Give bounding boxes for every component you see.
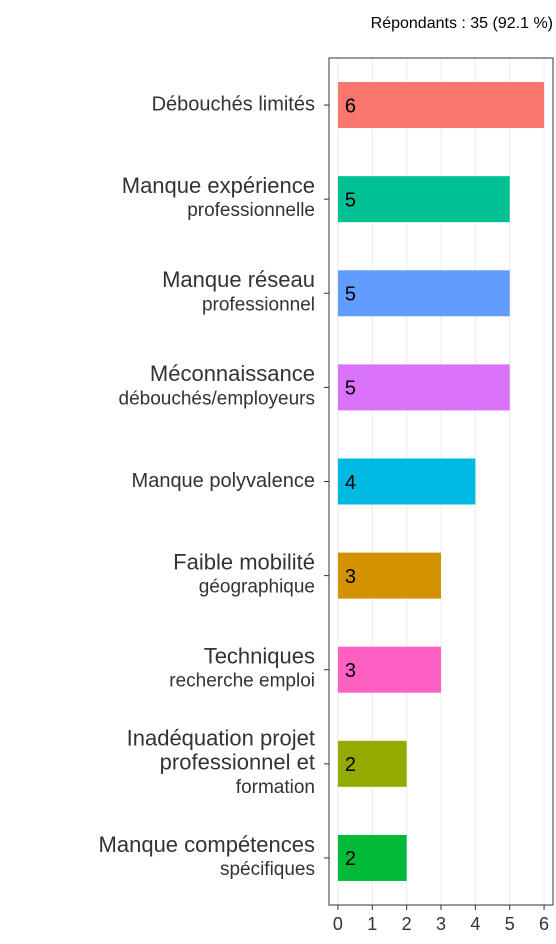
value-label: 2 [345, 848, 356, 870]
y-tick-label: professionnel [202, 294, 315, 315]
y-tick-label: recherche emploi [169, 671, 315, 692]
y-tick-label: Méconnaissance [150, 361, 315, 386]
y-tick-label: Manque expérience [122, 173, 315, 198]
x-tick-label: 4 [470, 914, 480, 934]
y-tick-label: professionnel et [160, 750, 315, 775]
bar [337, 82, 545, 129]
bar [337, 458, 476, 505]
x-tick-label: 1 [367, 914, 377, 934]
y-tick-label: géographique [199, 577, 315, 598]
y-tick-label: débouchés/employeurs [119, 388, 315, 409]
x-tick-label: 3 [436, 914, 446, 934]
value-label: 5 [345, 189, 356, 211]
value-label: 5 [345, 284, 356, 306]
value-label: 6 [345, 95, 356, 117]
x-tick-label: 0 [333, 914, 343, 934]
y-tick-label: Manque polyvalence [132, 470, 315, 492]
value-label: 5 [345, 378, 356, 400]
y-tick-label: Manque compétences [99, 832, 315, 857]
y-tick-label: formation [236, 777, 315, 798]
bar [337, 270, 510, 317]
bar [337, 176, 510, 223]
y-tick-label: Manque réseau [162, 267, 315, 292]
value-label: 3 [345, 660, 356, 682]
x-tick-label: 2 [402, 914, 412, 934]
subtitle: Répondants : 35 (92.1 %) [371, 15, 553, 32]
value-label: 2 [345, 754, 356, 776]
y-tick-label: Faible mobilité [173, 549, 315, 574]
y-tick-label: Inadéquation projet [127, 726, 315, 751]
bar [337, 834, 407, 881]
value-label: 4 [345, 472, 356, 494]
bar [337, 552, 441, 599]
x-tick-label: 6 [539, 914, 549, 934]
x-tick-label: 5 [505, 914, 515, 934]
value-label: 3 [345, 566, 356, 588]
bar [337, 740, 407, 787]
bar [337, 364, 510, 411]
y-tick-label: spécifiques [220, 859, 315, 880]
panel-border [328, 57, 554, 906]
bar [337, 646, 441, 693]
y-tick-label: Débouchés limités [152, 93, 315, 115]
y-tick-label: professionnelle [187, 200, 315, 221]
y-tick-label: Techniques [204, 644, 315, 669]
